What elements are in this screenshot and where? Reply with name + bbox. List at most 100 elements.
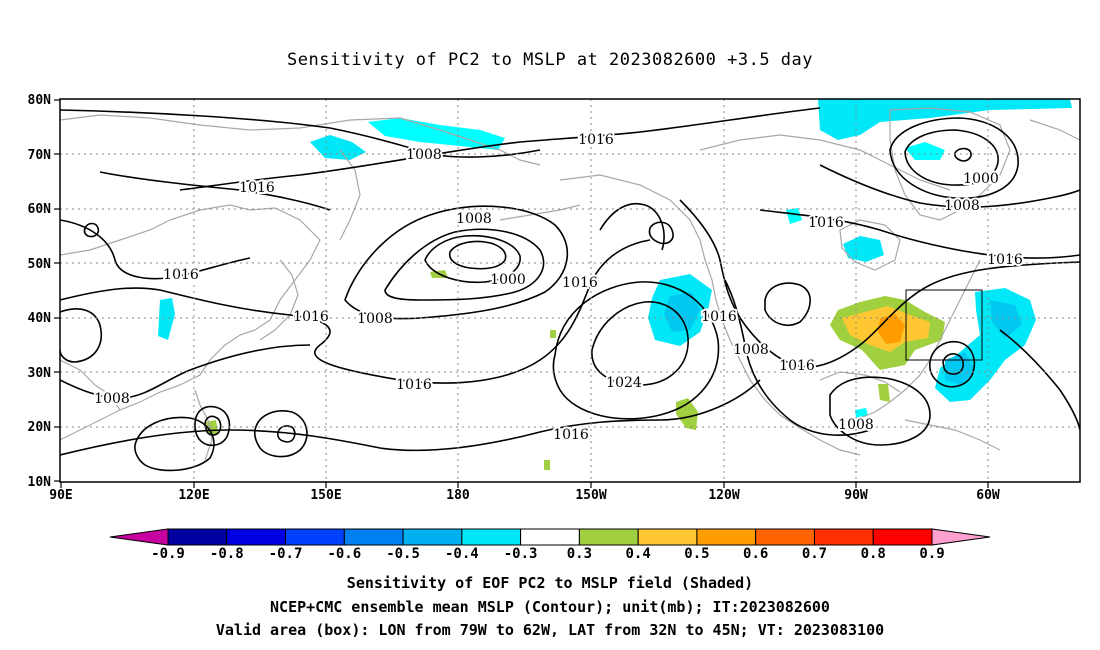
shade-cyan-china (158, 298, 175, 340)
contour-1016-midlat (60, 239, 651, 384)
contour-label: 1016 (779, 358, 815, 374)
longitude-labels: 90E 120E 150E 180 150W 120W 90W 60W (49, 488, 1000, 503)
contour-1004-low-mid (384, 228, 545, 301)
colorbar-label: 0.3 (567, 546, 592, 562)
colorbar-label: 0.6 (743, 546, 768, 562)
colorbar-cell (402, 528, 463, 546)
colorbar-right-arrow (931, 528, 991, 546)
contour-1008-pacific-nw (724, 279, 871, 436)
latitude-labels: 80N 70N 60N 50N 40N 30N 20N 10N (28, 93, 52, 490)
valid-area-box (905, 289, 983, 361)
contour-label: 1016 (293, 309, 329, 325)
coast-alaska (559, 174, 706, 261)
contour-1000-low-inner (424, 234, 521, 284)
contour-hurricane-inner (942, 353, 964, 375)
contour-label: 1016 (396, 377, 432, 393)
contour-circle-south-china (134, 416, 215, 472)
contour-label: 1008 (406, 147, 442, 163)
coast-arctic-canada (699, 134, 951, 191)
lat-label-40n: 40N (28, 311, 52, 326)
contour-hurricane-outer (929, 340, 976, 388)
contour-label: 1016 (553, 427, 589, 443)
contour-1016-canada (759, 209, 1080, 259)
contour-low-western-pacific (253, 410, 308, 458)
contour-1020-high-outer (552, 281, 720, 420)
lat-label-80n: 80N (28, 93, 52, 108)
lat-label-70n: 70N (28, 148, 52, 163)
contour-label: 1008 (733, 342, 769, 358)
caption-line-2: NCEP+CMC ensemble mean MSLP (Contour); u… (270, 598, 830, 616)
shade-cyan-arctic-west (368, 118, 505, 150)
axis-ticks (54, 99, 989, 488)
contour-label: 1016 (562, 275, 598, 291)
shade-cyan-greenland (905, 142, 945, 160)
shade-lightblue-atlantic-north (990, 300, 1022, 338)
coast-kamchatka (339, 149, 361, 241)
contour-east-pacific-isobar (599, 203, 665, 251)
contour-1008-atlantic (829, 376, 931, 446)
shade-cyan-hudson (843, 236, 884, 262)
colorbar-label: -0.8 (210, 546, 244, 562)
lon-label-60w: 60W (976, 488, 1000, 503)
contour-label: 1000 (963, 171, 999, 187)
contour-label: 1016 (987, 252, 1023, 268)
lon-label-120e: 120E (178, 488, 209, 503)
map-border (59, 98, 1081, 483)
mslp-contours (60, 107, 1080, 472)
colorbar: -0.9 -0.8 -0.7 -0.6 -0.5 -0.4 -0.3 0.3 0.4 0.5 0.6… (109, 528, 991, 562)
coast-japan (259, 259, 299, 341)
lon-label-150e: 150E (310, 488, 341, 503)
contour-1016-high-south (60, 379, 761, 456)
lat-label-60n: 60N (28, 202, 52, 217)
colorbar-label: -0.7 (269, 546, 303, 562)
colorbar-left-arrow (109, 528, 169, 546)
colorbar-cell (343, 528, 404, 546)
colorbar-label: 0.5 (684, 546, 709, 562)
lon-label-90e: 90E (49, 488, 72, 503)
lon-label-120w: 120W (708, 488, 739, 503)
gridlines (60, 99, 1080, 482)
contour-label: 1016 (163, 267, 199, 283)
colorbar-label: 0.7 (802, 546, 827, 562)
colorbar-label: 0.8 (861, 546, 886, 562)
coast-asia (60, 204, 321, 441)
colorbar-cell (285, 528, 345, 546)
lat-label-10n: 10N (28, 475, 52, 490)
contour-east-asia-loop (60, 308, 102, 363)
caption-line-3: Valid area (box): LON from 79W to 62W, L… (215, 621, 885, 639)
contour-labels: 1008 1016 1016 1008 1000 1016 1016 1016 1008 1016… (92, 130, 1025, 445)
shade-green-pacific-south (676, 398, 698, 430)
contour-arctic-low-mid (904, 129, 999, 186)
coast-aleutians (499, 204, 581, 221)
colorbar-cells (167, 528, 933, 546)
coast-greenland-east (1029, 119, 1080, 141)
contour-996-low-core (448, 240, 507, 270)
contour-small-loop-west (83, 222, 100, 238)
contour-1016-atlantic-east (999, 329, 1080, 431)
sensitivity-shading (158, 99, 1072, 470)
caption-line-1: Sensitivity of EOF PC2 to MSLP field (Sh… (346, 574, 754, 592)
lon-label-150w: 150W (575, 488, 606, 503)
lon-label-90w: 90W (844, 488, 868, 503)
contour-label: 1016 (808, 215, 844, 231)
colorbar-label: 0.9 (919, 546, 944, 562)
colorbar-cell (167, 528, 228, 546)
colorbar-cell (637, 528, 698, 546)
contour-label: 1024 (606, 375, 642, 391)
contour-label: 1008 (838, 417, 874, 433)
shade-cyan-arctic-east (818, 99, 1072, 140)
colorbar-cell (226, 528, 287, 546)
contour-1016-northwest (99, 171, 331, 211)
contour-1016-north-america (679, 199, 1080, 368)
colorbar-cell (578, 528, 639, 546)
colorbar-label: 0.4 (626, 546, 651, 562)
contour-1008-canada (819, 164, 1080, 208)
contour-label: 1008 (357, 311, 393, 327)
contour-label: 1008 (94, 391, 130, 407)
contour-1008-low-outer (344, 205, 569, 320)
contour-label: 1016 (701, 309, 737, 325)
colorbar-cell (755, 528, 815, 546)
contour-label: 1008 (944, 198, 980, 214)
contour-label: 1008 (456, 211, 492, 227)
contour-arctic-low-outer (889, 117, 1019, 200)
